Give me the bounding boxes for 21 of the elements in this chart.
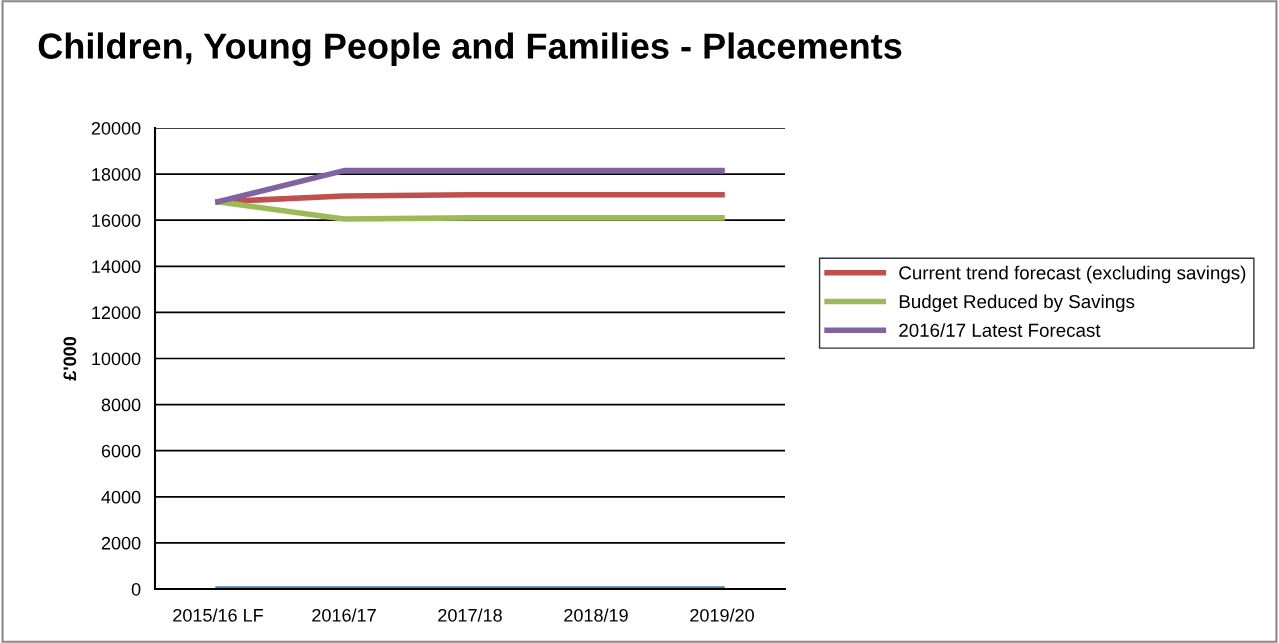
legend-label: Current trend forecast (excluding savings) [899, 265, 1246, 284]
y-tick-label: 6000 [101, 444, 141, 458]
x-tick-label: 2016/17 [312, 608, 376, 622]
y-tick-label: 8000 [101, 398, 141, 412]
y-tick-label: 10000 [92, 352, 141, 366]
legend-label: 2016/17 Latest Forecast [899, 323, 1101, 337]
y-tick-label: 18000 [92, 168, 141, 181]
y-tick-label: 0 [131, 582, 141, 596]
y-tick-label: 20000 [91, 121, 141, 135]
y-tick-label: 14000 [92, 260, 141, 274]
chart-title: Children, Young People and Families - Placements [38, 32, 902, 67]
x-tick-label: 2015/16 LF [173, 608, 263, 622]
x-tick-label: 2019/20 [690, 608, 754, 622]
x-tick-label: 2017/18 [438, 608, 502, 622]
x-tick-label: 2018/19 [564, 608, 628, 622]
y-tick-label: 4000 [101, 490, 141, 504]
y-tick-label: 12000 [92, 306, 141, 320]
y-tick-label: 2000 [101, 536, 141, 550]
y-tick-label: 16000 [92, 214, 141, 227]
legend-label: Budget Reduced by Savings [899, 294, 1135, 312]
y-axis-title: £'000 [63, 337, 77, 381]
